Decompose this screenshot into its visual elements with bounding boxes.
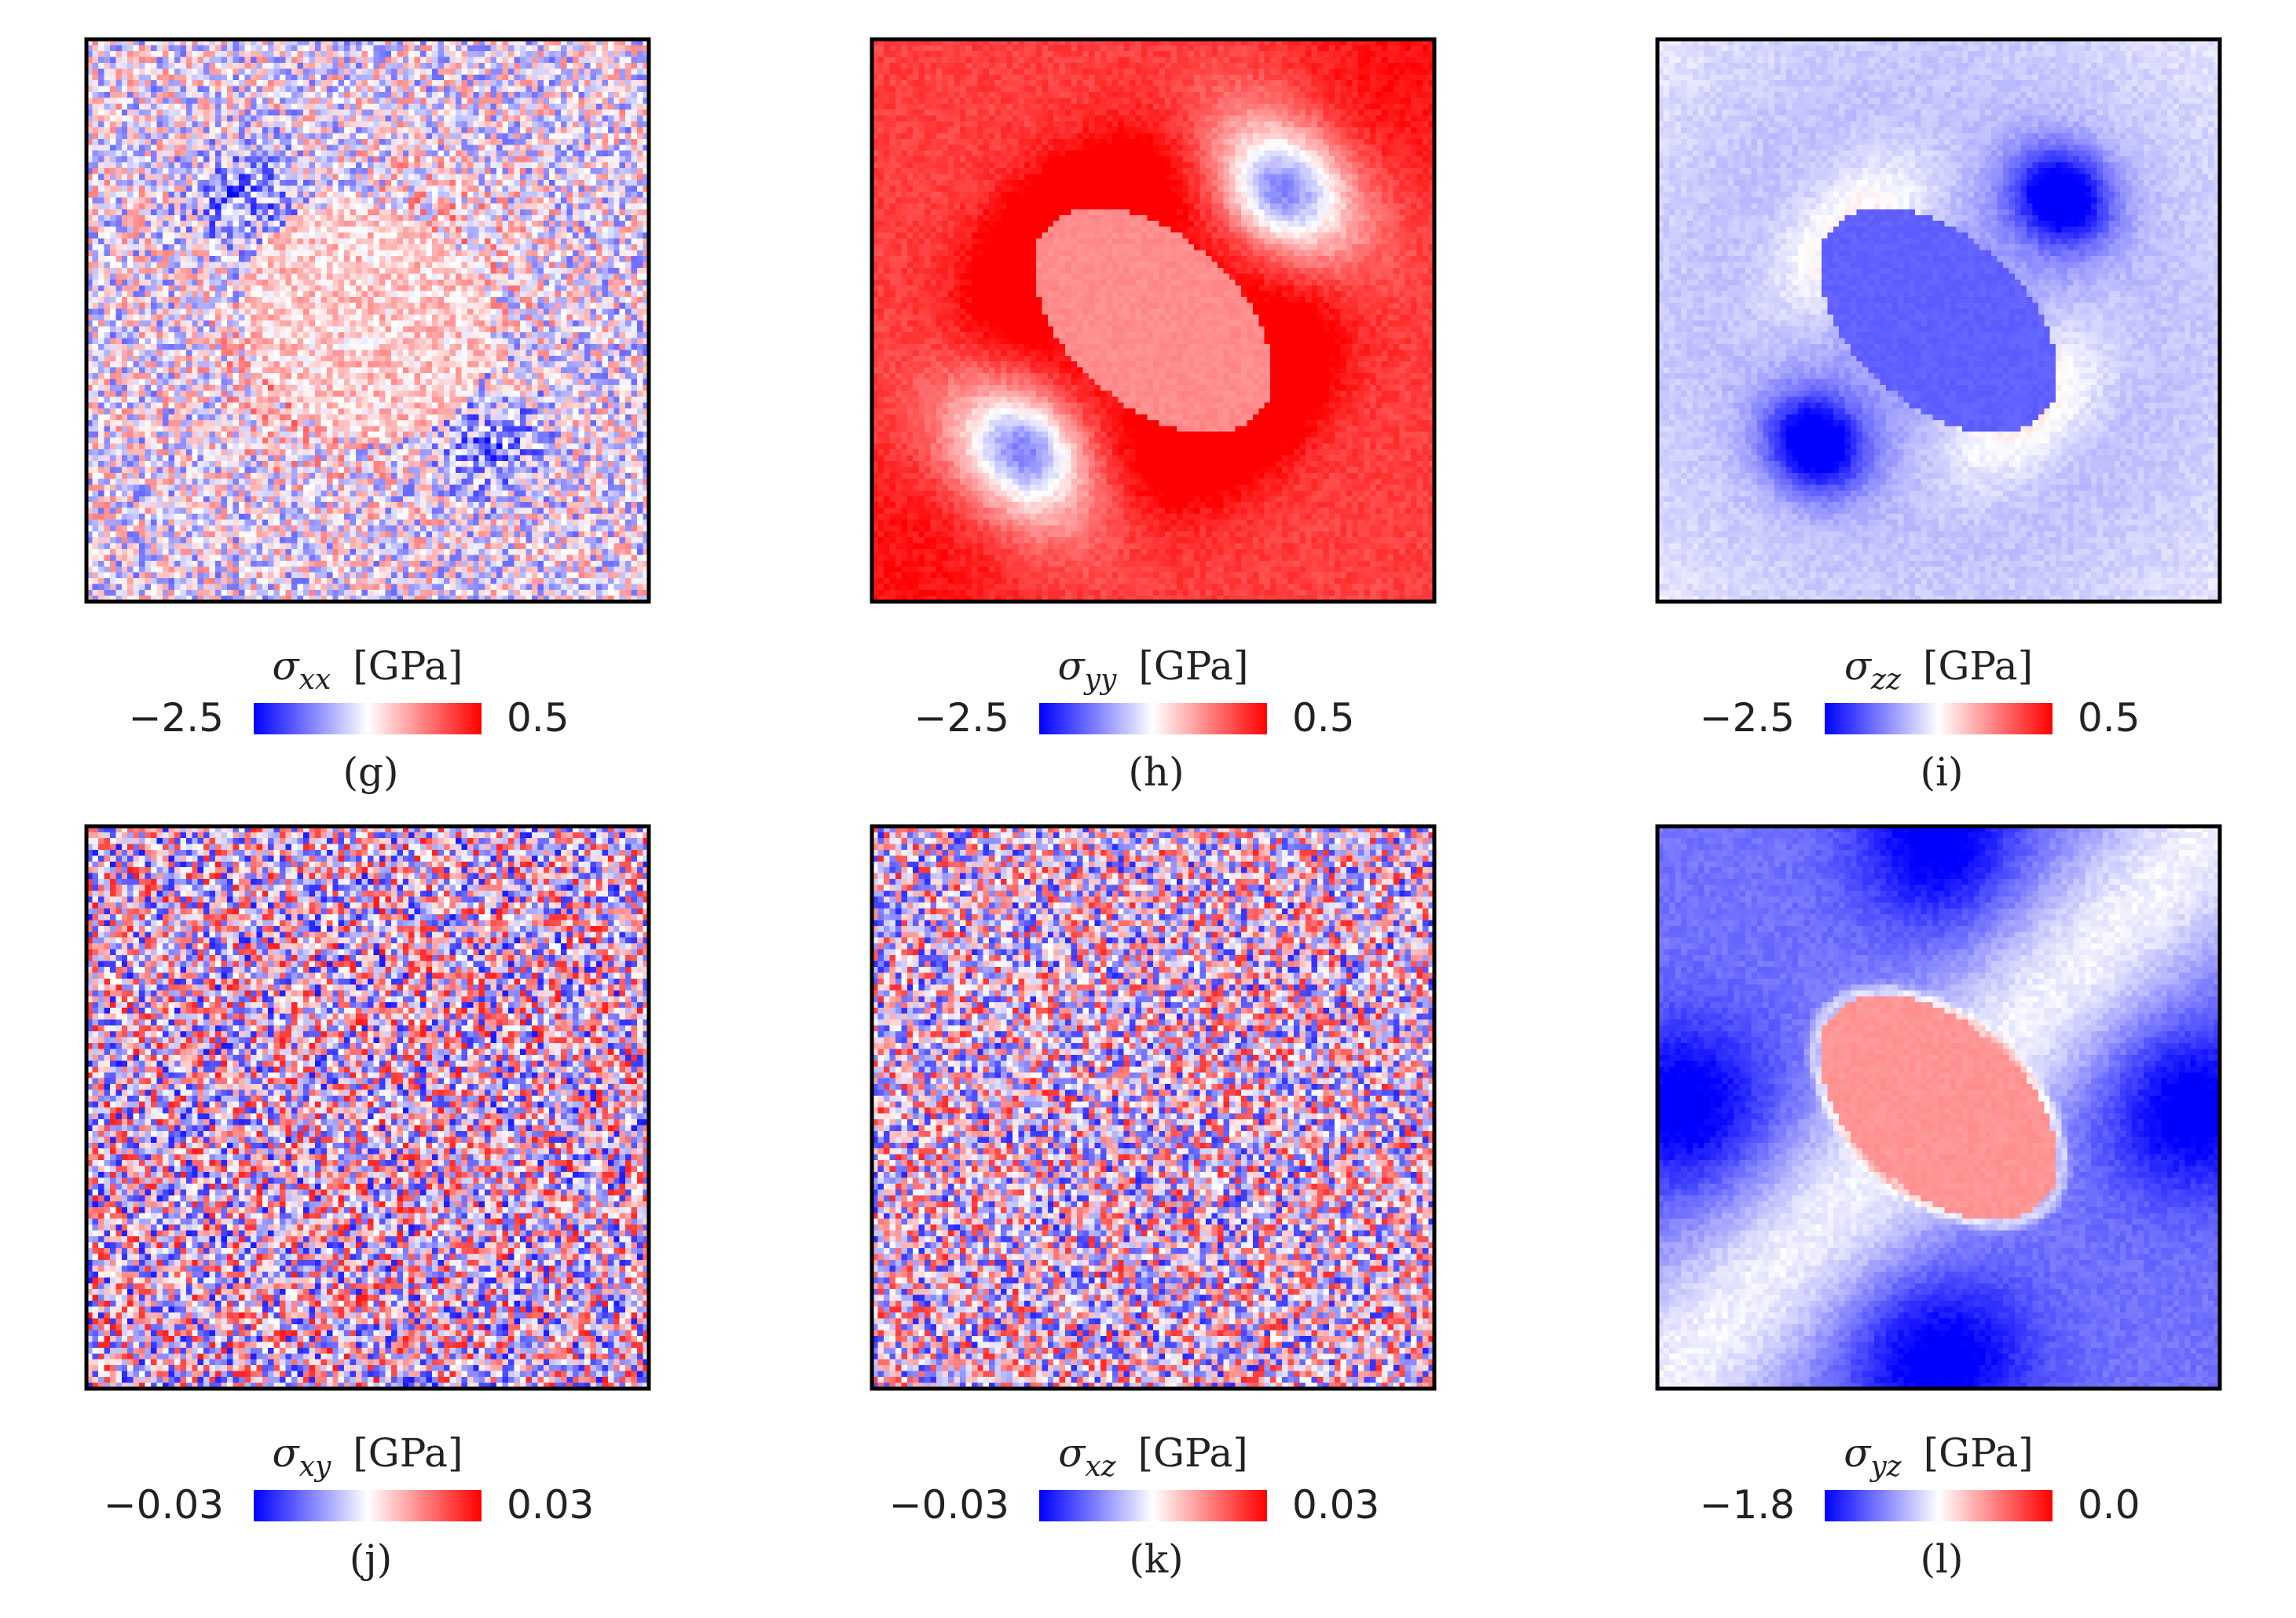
colorbar-label-symbol: σ	[1844, 643, 1873, 689]
colorbar-min-label: −2.5	[914, 695, 1009, 741]
colorbar-max-label: 0.5	[1292, 695, 1355, 741]
colorbar-label: σyz [GPa]	[1844, 1430, 2034, 1483]
colorbar-label-subscript: yy	[1083, 664, 1117, 696]
panel-letter: (i)	[1920, 749, 1963, 795]
colorbar-min-label: −0.03	[889, 1482, 1009, 1528]
colorbar-label-unit: [GPa]	[1924, 1430, 2034, 1476]
panel-letter: (k)	[1129, 1536, 1183, 1582]
heatmap-image	[872, 39, 1434, 602]
heatmap-image	[1657, 39, 2220, 602]
colorbar-label-symbol: σ	[273, 643, 301, 689]
colorbar	[1039, 703, 1267, 734]
heatmap-frame	[870, 824, 1437, 1391]
colorbar-label-unit: [GPa]	[1923, 643, 2033, 689]
panel-h: σyy [GPa] −2.5 0.5 (h)	[870, 37, 1437, 795]
heatmap-frame	[84, 824, 651, 1391]
panel-letter: (l)	[1920, 1536, 1963, 1582]
colorbar-label-subscript: zz	[1870, 664, 1902, 696]
colorbar-label: σxy [GPa]	[273, 1430, 463, 1483]
panel-j: σxy [GPa] −0.03 0.03 (j)	[84, 824, 651, 1582]
heatmap-frame	[870, 37, 1437, 604]
colorbar-label-symbol: σ	[1844, 1430, 1872, 1476]
colorbar-label-unit: [GPa]	[1138, 643, 1248, 689]
colorbar	[254, 1490, 482, 1521]
colorbar-label: σyy [GPa]	[1058, 643, 1249, 696]
heatmap-image	[86, 39, 649, 602]
colorbar-label-unit: [GPa]	[1138, 1430, 1248, 1476]
colorbar-label-subscript: xx	[299, 664, 331, 696]
colorbar-label-subscript: xz	[1085, 1451, 1116, 1483]
colorbar	[1825, 1490, 2052, 1521]
colorbar-max-label: 0.03	[1292, 1482, 1379, 1528]
colorbar-min-label: −2.5	[1700, 695, 1795, 741]
colorbar-label-symbol: σ	[1058, 643, 1086, 689]
colorbar-label-symbol: σ	[273, 1430, 301, 1476]
colorbar-max-label: 0.03	[507, 1482, 594, 1528]
panel-l: σyz [GPa] −1.8 0.0 (l)	[1655, 824, 2222, 1582]
colorbar	[1825, 703, 2052, 734]
colorbar-min-label: −0.03	[104, 1482, 224, 1528]
colorbar-min-label: −1.8	[1700, 1482, 1795, 1528]
panel-letter: (g)	[342, 749, 398, 795]
colorbar-max-label: 0.5	[507, 695, 569, 741]
colorbar-label: σzz [GPa]	[1844, 643, 2033, 696]
colorbar-max-label: 0.5	[2078, 695, 2140, 741]
panel-i: σzz [GPa] −2.5 0.5 (i)	[1655, 37, 2222, 795]
panel-k: σxz [GPa] −0.03 0.03 (k)	[870, 824, 1437, 1582]
colorbar-label-unit: [GPa]	[353, 643, 463, 689]
heatmap-image	[1657, 826, 2220, 1389]
colorbar-label-unit: [GPa]	[353, 1430, 463, 1476]
colorbar-label-subscript: yz	[1869, 1451, 1902, 1483]
colorbar-label: σxz [GPa]	[1058, 1430, 1248, 1483]
colorbar-label-symbol: σ	[1058, 1430, 1086, 1476]
panel-g: σxx [GPa] −2.5 0.5 (g)	[84, 37, 651, 795]
panel-letter: (j)	[350, 1536, 393, 1582]
heatmap-frame	[1655, 824, 2222, 1391]
colorbar-min-label: −2.5	[129, 695, 224, 741]
colorbar	[254, 703, 482, 734]
panel-letter: (h)	[1128, 749, 1184, 795]
heatmap-frame	[84, 37, 651, 604]
heatmap-frame	[1655, 37, 2222, 604]
colorbar	[1039, 1490, 1267, 1521]
colorbar-label: σxx [GPa]	[273, 643, 463, 696]
colorbar-label-subscript: xy	[299, 1451, 331, 1483]
heatmap-image	[86, 826, 649, 1389]
colorbar-max-label: 0.0	[2078, 1482, 2140, 1528]
heatmap-image	[872, 826, 1434, 1389]
